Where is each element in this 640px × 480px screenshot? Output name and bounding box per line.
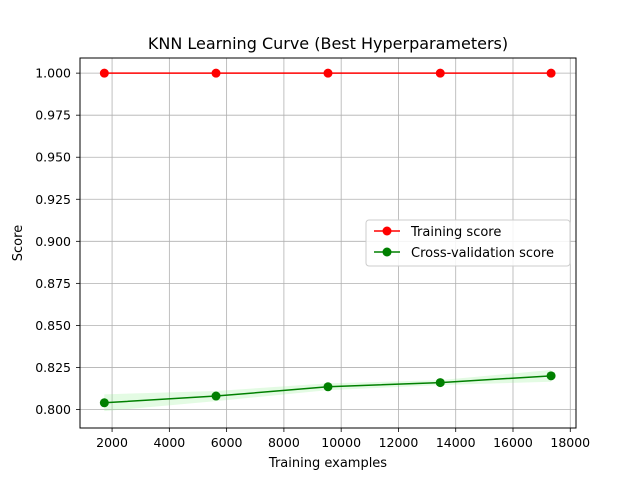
- y-tick-label-4: 0.900: [35, 234, 71, 249]
- point-series-0-0: [99, 68, 109, 78]
- point-series-1-4: [546, 371, 556, 381]
- x-tick-label-7: 16000: [493, 435, 533, 450]
- y-tick-label-7: 0.975: [35, 108, 71, 123]
- x-tick-label-1: 4000: [153, 435, 185, 450]
- y-tick-label-8: 1.000: [35, 66, 71, 81]
- x-tick-label-2: 6000: [211, 435, 243, 450]
- legend-training-label: Training score: [410, 225, 501, 240]
- x-axis-label: Training examples: [268, 456, 387, 471]
- plot-frame: [79, 57, 577, 429]
- y-tick-label-6: 0.950: [35, 150, 71, 165]
- legend-cv-label: Cross-validation score: [411, 246, 554, 261]
- y-tick-label-3: 0.875: [35, 276, 71, 291]
- x-axis-ticks: 2000 4000 6000 8000 10000 12000 14000 16000 1800…: [96, 428, 590, 450]
- chart-title: KNN Learning Curve (Best Hyperparameters…: [148, 34, 508, 53]
- point-series-0-4: [546, 68, 556, 78]
- x-tick-label-5: 12000: [379, 435, 419, 450]
- legend-box: [365, 219, 571, 267]
- point-series-1-0: [99, 398, 109, 408]
- legend-cv-marker: [382, 247, 392, 257]
- y-axis-label: Score: [11, 225, 26, 261]
- legend: Training score Cross-validation score: [365, 219, 571, 267]
- point-series-1-3: [435, 378, 445, 388]
- y-axis-ticks: 0.800 0.825 0.850 0.875 0.900 0.925 0.950 0.975…: [35, 66, 80, 417]
- grid-lines: [80, 58, 576, 428]
- y-tick-label-0: 0.800: [35, 402, 71, 417]
- point-series-0-1: [211, 68, 221, 78]
- point-series-0-2: [323, 68, 333, 78]
- x-tick-label-0: 2000: [96, 435, 128, 450]
- x-tick-label-6: 14000: [436, 435, 476, 450]
- x-tick-label-8: 18000: [550, 435, 590, 450]
- x-tick-label-4: 10000: [321, 435, 361, 450]
- x-tick-label-3: 8000: [268, 435, 300, 450]
- y-tick-label-1: 0.825: [35, 360, 71, 375]
- y-tick-label-5: 0.925: [35, 192, 71, 207]
- point-series-1-1: [211, 391, 221, 401]
- legend-training-marker: [382, 226, 392, 236]
- series-markers: [99, 68, 556, 408]
- y-tick-label-2: 0.850: [35, 318, 71, 333]
- point-series-1-2: [323, 382, 333, 392]
- point-series-0-3: [435, 68, 445, 78]
